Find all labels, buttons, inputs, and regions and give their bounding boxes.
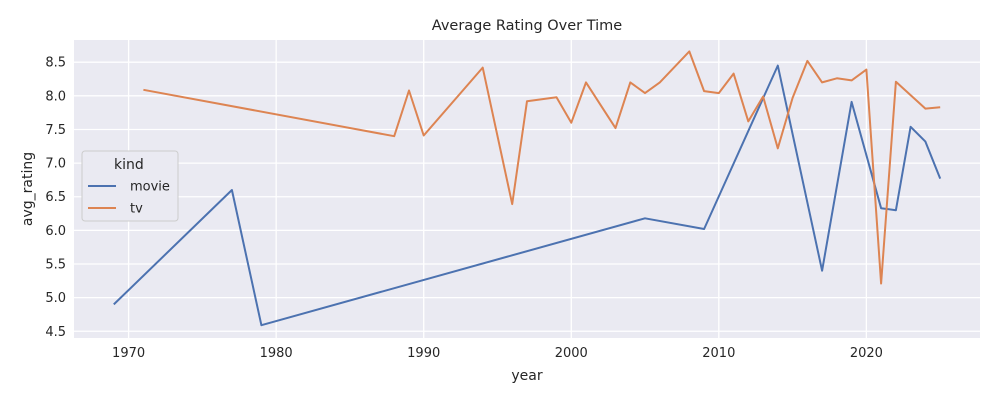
y-tick-label: 5.5 <box>45 258 66 273</box>
legend-label-tv: tv <box>130 202 143 217</box>
x-tick-label: 2020 <box>850 346 883 361</box>
y-tick-label: 8.0 <box>45 89 66 104</box>
x-tick-label: 2000 <box>555 346 588 361</box>
legend: kind movie tv <box>81 150 179 222</box>
x-tick-label: 1980 <box>260 346 293 361</box>
plot-area <box>74 40 980 338</box>
y-axis-label: avg_rating <box>20 152 36 226</box>
y-tick-label: 6.5 <box>45 190 66 205</box>
chart-title: Average Rating Over Time <box>432 18 623 34</box>
y-tick-label: 4.5 <box>45 325 66 340</box>
legend-label-movie: movie <box>130 180 170 195</box>
y-tick-label: 7.0 <box>45 157 66 172</box>
x-tick-label: 2010 <box>702 346 735 361</box>
series-line-movie <box>113 64 942 327</box>
legend-title: kind <box>114 157 144 173</box>
y-tick-label: 7.5 <box>45 123 66 138</box>
legend-box <box>81 150 179 222</box>
x-axis-label: year <box>511 368 542 384</box>
x-tick-label: 1990 <box>407 346 440 361</box>
y-tick-labels: 4.5 5.0 5.5 6.0 6.5 7.0 7.5 8.0 8.5 <box>45 56 66 340</box>
series-line-tv <box>143 50 941 285</box>
y-tick-label: 8.5 <box>45 56 66 71</box>
y-tick-label: 5.0 <box>45 291 66 306</box>
x-tick-label: 1970 <box>112 346 145 361</box>
y-tick-label: 6.0 <box>45 224 66 239</box>
x-tick-labels: 1970 1980 1990 2000 2010 2020 <box>112 346 883 361</box>
legend-items: movie tv <box>88 180 170 217</box>
series-lines <box>113 50 942 327</box>
